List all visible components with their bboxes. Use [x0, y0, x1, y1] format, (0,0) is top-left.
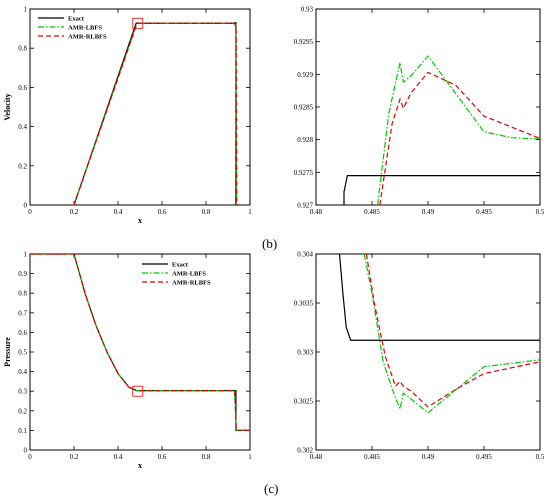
series-group: [343, 55, 540, 205]
y-tick-label: 0.304: [297, 251, 313, 259]
pressure-full-chart: 0 0.2 0.4 0.6 0.8 1 0 0.1 0.2 0.3 0.4 0.5 0.6 0.7 0.8 0…: [3, 251, 252, 471]
y-tick-label: 0.2: [18, 407, 27, 415]
y-tick-label: 0.2: [18, 162, 27, 170]
y-tick-label: 0.302: [297, 447, 313, 455]
series-group: [30, 254, 250, 431]
y-axis-label: Pressure: [3, 337, 12, 367]
series-line-exact: [343, 175, 540, 205]
legend-label-exact: Exact: [172, 262, 189, 269]
series-line-exact: [30, 254, 250, 431]
series-group: [73, 22, 239, 205]
legend-label-lbfs: AMR-LBFS: [68, 25, 102, 32]
x-tick-label: 0.495: [476, 208, 492, 216]
y-tick-label: 0.9275: [294, 169, 314, 177]
x-tick-label: 0.6: [158, 208, 167, 216]
series-line-lbfs: [363, 254, 540, 414]
velocity-zoom-chart: 0.48 0.485 0.49 0.495 0.5 0.927 0.9275 0.928 0.9…: [294, 6, 545, 217]
series-line-lbfs: [73, 22, 239, 205]
x-tick-label: 0.8: [202, 208, 211, 216]
x-tick-label: 0.5: [536, 453, 545, 461]
y-tick-label: 0.9285: [294, 104, 314, 112]
x-tick-label: 1: [248, 208, 252, 216]
x-axis-label: x: [138, 461, 142, 470]
x-tick-label: 0: [28, 453, 32, 461]
plot-frame: [29, 253, 251, 451]
y-tick-label: 0.927: [297, 202, 313, 210]
x-tick-label: 0: [28, 208, 32, 216]
y-tick-label: 0.5: [18, 349, 27, 357]
y-tick-label: 0.3035: [294, 300, 314, 308]
x-tick-label: 0.485: [364, 453, 380, 461]
x-tick-label: 0.8: [202, 453, 211, 461]
y-tick-label: 0.6: [18, 84, 27, 92]
y-tick-label: 0.93: [301, 6, 314, 14]
y-tick-label: 0.928: [297, 136, 313, 144]
legend: Exact AMR-LBFS AMR-RLBFS: [38, 16, 107, 41]
y-tick-label: 0.8: [18, 290, 27, 298]
y-tick-label: 0.303: [297, 349, 313, 357]
x-tick-label: 0.4: [114, 453, 123, 461]
series-line-exact: [73, 22, 239, 205]
legend-label-rlbfs: AMR-RLBFS: [172, 280, 211, 287]
y-tick-label: 0.4: [18, 368, 27, 376]
caption-b: (b): [262, 236, 278, 251]
x-tick-label: 1: [248, 453, 252, 461]
x-tick-label: 0.48: [310, 208, 323, 216]
y-tick-label: 0.3: [18, 388, 27, 396]
x-tick-label: 0.49: [422, 208, 435, 216]
legend-label-lbfs: AMR-LBFS: [172, 271, 206, 278]
x-tick-label: 0.5: [536, 208, 545, 216]
legend-label-rlbfs: AMR-RLBFS: [68, 34, 107, 41]
y-tick-label: 0.8: [18, 45, 27, 53]
plot-frame: [29, 8, 251, 206]
y-tick-label: 0.1: [18, 427, 27, 435]
x-tick-label: 0.495: [476, 453, 492, 461]
series-line-lbfs: [30, 254, 250, 431]
x-tick-label: 0.6: [158, 453, 167, 461]
y-tick-label: 0.9295: [294, 38, 314, 46]
velocity-full-chart: 0 0.2 0.4 0.6 0.8 1 0 0.2 0.4 0.6 0.8 1 x Velocity Exa…: [3, 6, 252, 226]
legend: Exact AMR-LBFS AMR-RLBFS: [142, 262, 211, 287]
x-tick-label: 0.48: [310, 453, 323, 461]
series-line-rlbfs: [379, 71, 540, 205]
y-tick-label: 0.7: [18, 309, 27, 317]
y-axis-label: Velocity: [3, 93, 12, 120]
series-line-rlbfs: [73, 22, 239, 205]
series-line-exact: [338, 254, 540, 341]
y-tick-label: 0.929: [297, 71, 313, 79]
y-tick-label: 1: [24, 6, 28, 14]
caption-c: (c): [264, 481, 279, 496]
y-tick-label: 0.3025: [294, 398, 314, 406]
y-tick-label: 0.9: [18, 270, 27, 278]
y-tick-label: 0: [24, 202, 28, 210]
y-tick-label: 0.6: [18, 329, 27, 337]
x-tick-label: 0.2: [70, 208, 79, 216]
x-tick-label: 0.4: [114, 208, 123, 216]
x-tick-label: 0.2: [70, 453, 79, 461]
y-tick-label: 0: [24, 447, 28, 455]
x-tick-label: 0.49: [422, 453, 435, 461]
legend-label-exact: Exact: [68, 16, 85, 23]
pressure-zoom-chart: 0.48 0.485 0.49 0.495 0.5 0.302 0.3025 0.303 0.3…: [294, 251, 545, 462]
y-tick-label: 0.4: [18, 123, 27, 131]
zoom-region-box: [132, 385, 144, 397]
plot-frame: [315, 253, 541, 451]
series-line-rlbfs: [365, 254, 540, 408]
x-axis-label: x: [138, 216, 142, 225]
y-tick-label: 1: [24, 251, 28, 259]
series-group: [338, 254, 540, 414]
series-line-rlbfs: [30, 254, 250, 431]
x-tick-label: 0.485: [364, 208, 380, 216]
zoom-region-box: [132, 17, 144, 29]
series-line-lbfs: [377, 55, 540, 205]
